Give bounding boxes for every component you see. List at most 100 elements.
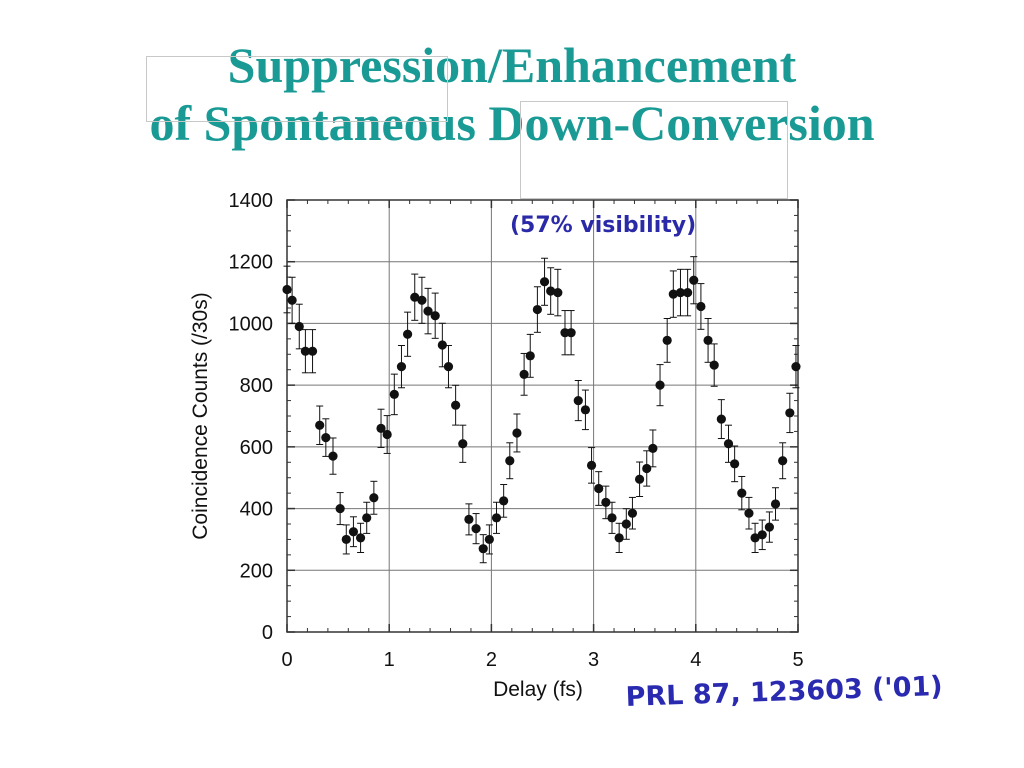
data-point	[443, 362, 454, 372]
data-point	[634, 474, 645, 484]
data-point	[601, 497, 611, 507]
data-point	[785, 408, 795, 418]
data-point	[683, 287, 693, 298]
data-point	[668, 289, 678, 299]
data-point	[396, 362, 407, 372]
data-points	[282, 256, 801, 564]
data-point	[451, 400, 461, 410]
data-point	[315, 420, 325, 430]
data-point	[566, 328, 576, 338]
data-point	[627, 508, 638, 518]
data-point	[716, 414, 726, 424]
data-point	[648, 443, 658, 453]
data-point	[709, 360, 719, 370]
data-point	[328, 451, 338, 461]
data-point	[546, 286, 556, 296]
data-point	[757, 530, 767, 540]
data-point	[417, 295, 427, 305]
data-point	[410, 292, 420, 302]
data-point	[307, 346, 318, 356]
data-point	[730, 459, 740, 469]
x-tick-label: 1	[384, 649, 395, 671]
grid	[287, 200, 798, 632]
data-point	[478, 544, 488, 554]
data-point	[675, 287, 686, 298]
title-line-1: Suppression/Enhancement	[227, 37, 797, 93]
y-axis-title: Coincidence Counts (/30s)	[189, 292, 212, 539]
y-tick-label: 0	[262, 622, 273, 644]
data-point	[573, 395, 583, 406]
data-point	[471, 524, 481, 534]
y-tick-label: 1000	[229, 313, 274, 335]
data-point	[703, 335, 713, 345]
data-point	[512, 428, 522, 438]
data-point	[737, 488, 747, 498]
data-point	[662, 335, 672, 345]
visibility-annotation: (57% visibility)	[510, 213, 696, 238]
data-point	[655, 380, 665, 390]
data-point	[321, 433, 331, 443]
data-point	[376, 423, 386, 433]
data-point	[505, 456, 515, 466]
data-point	[300, 346, 310, 356]
data-point	[689, 275, 699, 285]
data-point	[464, 514, 474, 524]
y-tick-label: 1400	[229, 190, 274, 212]
data-point	[553, 287, 563, 298]
y-tick-label: 200	[240, 560, 273, 582]
y-tick-labels: 0 200 400 600 800 1000 1200 1400	[229, 190, 274, 644]
data-point	[525, 351, 535, 361]
data-point	[791, 362, 801, 372]
data-point	[614, 533, 624, 543]
slide-title: Suppression/Enhancement of Spontaneous D…	[0, 36, 1024, 152]
data-point	[348, 527, 359, 537]
data-point	[491, 513, 502, 523]
title-line-2: of Spontaneous Down-Conversion	[149, 95, 875, 151]
x-tick-label: 2	[486, 649, 497, 671]
x-tick-label: 4	[690, 649, 701, 671]
data-point	[642, 463, 652, 474]
data-point	[389, 389, 399, 399]
axis-ticks	[286, 199, 799, 633]
x-tick-label: 5	[792, 649, 803, 671]
data-point	[499, 496, 509, 506]
data-point	[539, 277, 550, 287]
data-point	[369, 493, 379, 503]
data-point	[484, 534, 494, 545]
x-tick-labels: 0 1 2 3 4 5	[281, 649, 803, 671]
x-tick-label: 0	[281, 649, 292, 671]
data-point	[287, 295, 297, 305]
data-point	[282, 284, 292, 295]
data-point	[430, 311, 440, 321]
y-tick-label: 1200	[229, 252, 274, 274]
data-point	[382, 429, 392, 440]
y-tick-label: 400	[240, 499, 273, 521]
data-point	[621, 519, 631, 529]
data-point	[437, 340, 447, 350]
decorative-box-left	[146, 56, 448, 122]
data-point	[778, 456, 788, 466]
data-point	[607, 513, 617, 523]
data-point	[519, 369, 529, 379]
data-point	[458, 439, 468, 449]
data-point	[770, 499, 781, 509]
data-point	[341, 534, 351, 545]
y-tick-label: 800	[240, 375, 273, 397]
data-point	[723, 439, 734, 449]
data-point	[294, 321, 304, 332]
decorative-box-right	[520, 101, 788, 199]
y-tick-label: 600	[240, 437, 273, 459]
data-point	[355, 533, 366, 543]
data-point	[696, 301, 706, 312]
x-tick-label: 3	[588, 649, 599, 671]
data-point	[594, 483, 604, 494]
x-axis-title: Delay (fs)	[493, 678, 583, 701]
data-point	[335, 503, 345, 514]
data-point	[586, 460, 597, 470]
data-point	[402, 329, 413, 339]
data-point	[764, 522, 774, 532]
data-point	[744, 508, 754, 518]
data-point	[423, 306, 433, 316]
citation-note: PRL 87, 123603 ('01)	[625, 671, 943, 713]
